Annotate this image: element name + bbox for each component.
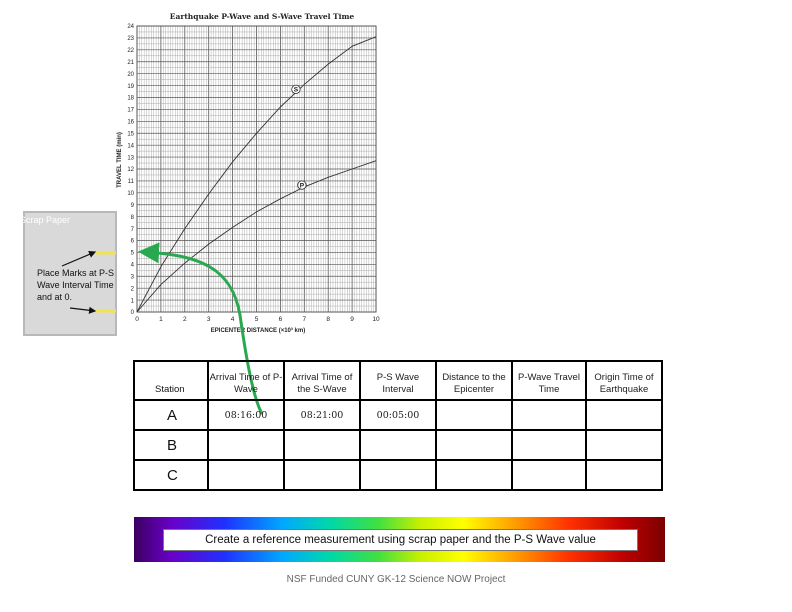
origin-cell[interactable] <box>585 429 663 461</box>
ps-interval-cell[interactable] <box>359 429 437 461</box>
y-tick-label: 3 <box>131 274 135 280</box>
y-tick-label: 15 <box>127 131 134 137</box>
header-p-travel: P-Wave Travel Time <box>511 360 587 401</box>
distance-cell[interactable] <box>435 459 513 491</box>
y-tick-label: 24 <box>127 24 134 30</box>
ps-interval-cell[interactable]: 00:05:00 <box>359 399 437 431</box>
y-tick-label: 7 <box>131 227 135 233</box>
scrap-paper-note: Place Marks at P-S Wave Interval Time an… <box>37 268 115 302</box>
y-tick-label: 6 <box>131 239 135 245</box>
y-tick-label: 17 <box>127 108 134 114</box>
series-label-s-marker <box>291 84 301 94</box>
scrap-paper[interactable] <box>23 211 117 336</box>
ps-interval-cell[interactable] <box>359 459 437 491</box>
y-tick-label: 9 <box>131 203 135 209</box>
table-header-row: Station Arrival Time of P-Wave Arrival T… <box>133 360 663 401</box>
chart-ticks: 0 1 2 3 4 5 6 7 8 9 100123456789101112131415161718… <box>127 24 380 323</box>
y-tick-label: 12 <box>127 167 134 173</box>
y-tick-label: 11 <box>128 179 135 185</box>
instruction-banner: Create a reference measurement using scr… <box>163 529 638 551</box>
y-tick-label: 8 <box>131 215 135 221</box>
x-tick-label: 10 <box>372 316 380 323</box>
p-arrival-cell[interactable] <box>207 429 285 461</box>
station-cell: C <box>133 459 209 491</box>
table-row: A 08:16:00 08:21:00 00:05:00 <box>133 399 663 431</box>
p-arrival-cell[interactable] <box>207 459 285 491</box>
chart-title: Earthquake P-Wave and S-Wave Travel Time <box>170 12 355 21</box>
s-arrival-cell[interactable] <box>283 459 361 491</box>
series-line-s <box>136 36 377 313</box>
header-distance: Distance to the Epicenter <box>435 360 513 401</box>
y-tick-label: 16 <box>127 120 134 126</box>
x-tick-label: 3 <box>207 316 211 323</box>
y-tick-label: 0 <box>131 310 135 316</box>
x-tick-label: 0 <box>135 316 139 323</box>
x-tick-label: 6 <box>279 316 283 323</box>
y-tick-label: 18 <box>127 96 134 102</box>
origin-cell[interactable] <box>585 459 663 491</box>
s-arrival-cell[interactable]: 08:21:00 <box>283 399 361 431</box>
y-tick-label: 5 <box>131 251 135 257</box>
y-tick-label: 20 <box>127 72 134 78</box>
p-travel-cell[interactable] <box>511 429 587 461</box>
y-tick-label: 21 <box>127 60 134 66</box>
y-tick-label: 2 <box>131 286 135 292</box>
table-row: B <box>133 429 663 461</box>
y-axis-label: TRAVEL TIME (min) <box>117 132 123 188</box>
p-arrival-cell[interactable]: 08:16:00 <box>207 399 285 431</box>
header-ps-interval: P-S Wave Interval <box>359 360 437 401</box>
x-tick-label: 7 <box>302 316 306 323</box>
footer-credit: NSF Funded CUNY GK-12 Science NOW Projec… <box>286 574 506 585</box>
distance-cell[interactable] <box>435 399 513 431</box>
x-axis-label: EPICENTER DISTANCE (×10³ km) <box>211 327 305 334</box>
series-label-p-marker <box>297 180 307 190</box>
x-tick-label: 2 <box>183 316 187 323</box>
s-arrival-cell[interactable] <box>283 429 361 461</box>
p-travel-cell[interactable] <box>511 399 587 431</box>
y-tick-label: 14 <box>127 143 134 149</box>
station-cell: A <box>133 399 209 431</box>
y-tick-label: 4 <box>131 263 135 269</box>
header-p-arrival: Arrival Time of P-Wave <box>207 360 285 401</box>
y-tick-label: 13 <box>127 155 134 161</box>
table-row: C <box>133 459 663 491</box>
series-label-p: P <box>300 182 305 189</box>
x-tick-label: 4 <box>231 316 235 323</box>
p-travel-cell[interactable] <box>511 459 587 491</box>
x-tick-label: 8 <box>326 316 330 323</box>
y-tick-label: 23 <box>127 36 134 42</box>
station-cell: B <box>133 429 209 461</box>
x-tick-label: 9 <box>350 316 354 323</box>
chart-grid <box>136 25 377 313</box>
y-tick-label: 19 <box>127 84 134 90</box>
series-label-s: S <box>294 87 299 94</box>
x-tick-label: 5 <box>255 316 259 323</box>
header-origin: Origin Time of Earthquake <box>585 360 663 401</box>
seismic-data-table: Station Arrival Time of P-Wave Arrival T… <box>133 360 663 491</box>
y-tick-label: 1 <box>131 298 135 304</box>
distance-cell[interactable] <box>435 429 513 461</box>
header-station: Station <box>133 360 209 401</box>
y-tick-label: 10 <box>127 191 134 197</box>
y-tick-label: 22 <box>127 48 134 54</box>
origin-cell[interactable] <box>585 399 663 431</box>
x-tick-label: 1 <box>159 316 163 323</box>
header-s-arrival: Arrival Time of the S-Wave <box>283 360 361 401</box>
travel-time-graph: 0 1 2 3 4 5 6 7 8 9 100123456789101112131415161718… <box>117 12 380 334</box>
scrap-paper-title: Scrap Paper <box>20 215 71 225</box>
